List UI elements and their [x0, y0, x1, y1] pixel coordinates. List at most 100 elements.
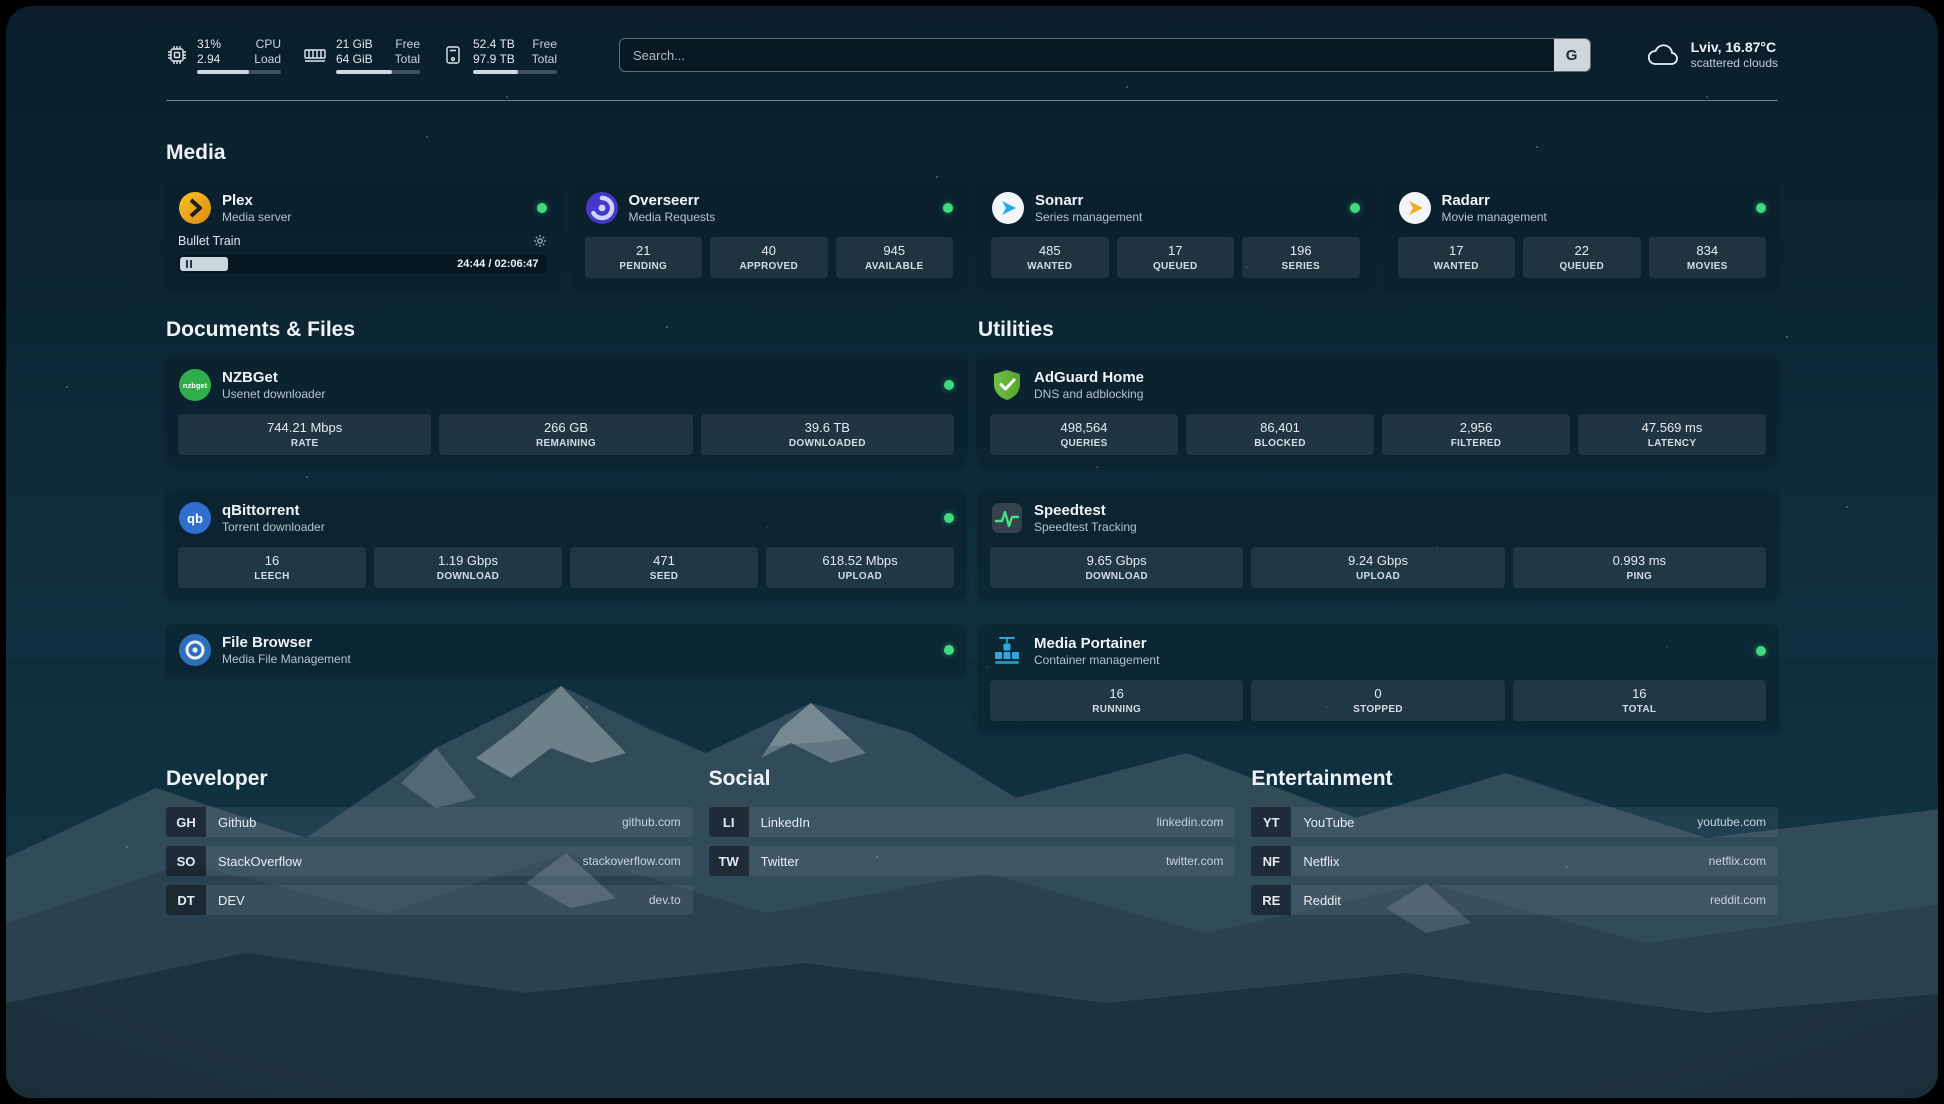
sonarr-service-link[interactable]: Sonarr Series management: [991, 191, 1360, 225]
cpu-value-1: 31%: [197, 36, 222, 51]
service-subtitle: Media File Management: [222, 651, 351, 666]
bookmark-group-social: Social LI LinkedIn linkedin.com TW Twitt…: [708, 767, 1236, 924]
bookmark-abbr: GH: [166, 807, 206, 837]
cpu-bar: [197, 69, 281, 74]
service-name: Radarr: [1441, 191, 1490, 209]
bookmark-name: DEV: [218, 892, 245, 908]
dashboard-screen: 31% CPU 2.94 Load 21 GiB Free 64 GiB Total: [6, 6, 1938, 1098]
cpu-label-1: CPU: [255, 36, 281, 51]
memory-widget: 21 GiB Free 64 GiB Total: [303, 37, 420, 74]
service-subtitle: Movie management: [1441, 209, 1547, 224]
service-name: File Browser: [222, 633, 313, 651]
utilities-section: Utilities AdGuard Home DNS and adblockin…: [978, 318, 1778, 733]
media-section: Media Plex Media server: [166, 141, 1778, 290]
stat-ping: 0.993 ms PING: [1512, 547, 1766, 588]
qbittorrent-card: qb qBittorrent Torrent downloader 16 LEEC…: [166, 491, 966, 600]
bookmark-url: twitter.com: [1165, 854, 1224, 868]
stat-movies: 834 MOVIES: [1648, 237, 1766, 278]
service-name: NZBGet: [222, 368, 278, 386]
stat-running: 16 RUNNING: [990, 680, 1244, 721]
filebrowser-service-link[interactable]: File Browser Media File Management: [178, 633, 954, 667]
bookmark-dev[interactable]: DT DEV dev.to: [166, 885, 693, 915]
pause-icon: [186, 260, 188, 268]
stat-wanted: 485 WANTED: [991, 237, 1109, 278]
stat-download: 1.19 Gbps DOWNLOAD: [374, 547, 562, 588]
documents-section: Documents & Files nzbget NZBGet Usenet d…: [166, 318, 966, 733]
stat-rate: 744.21 Mbps RATE: [178, 414, 432, 455]
stat-approved: 40 APPROVED: [710, 237, 828, 278]
memory-bar-fill: [336, 69, 393, 74]
now-playing-row: Bullet Train: [178, 234, 547, 248]
bookmark-github[interactable]: GH Github github.com: [166, 807, 693, 837]
bookmark-abbr: RE: [1251, 885, 1292, 915]
bookmark-twitter[interactable]: TW Twitter twitter.com: [708, 846, 1236, 876]
adguard-service-link[interactable]: AdGuard Home DNS and adblocking: [990, 368, 1766, 402]
service-subtitle: Media Requests: [628, 209, 716, 224]
now-playing-title: Bullet Train: [178, 234, 241, 248]
gear-icon[interactable]: [533, 234, 547, 248]
memory-icon: [304, 49, 326, 62]
bookmark-url: reddit.com: [1709, 893, 1766, 907]
qbittorrent-service-link[interactable]: qb qBittorrent Torrent downloader: [178, 501, 954, 535]
stat-remaining: 266 GB REMAINING: [439, 414, 693, 455]
disk-label-2: Total: [531, 51, 557, 66]
stat-queued: 17 QUEUED: [1116, 237, 1234, 278]
cpu-value-2: 2.94: [197, 51, 221, 66]
media-progress-track: 24:44 / 02:06:47: [178, 255, 547, 273]
section-title-entertainment: Entertainment: [1251, 767, 1393, 790]
bookmark-url: github.com: [621, 815, 681, 829]
svg-text:nzbget: nzbget: [183, 381, 208, 390]
overseerr-service-link[interactable]: Overseerr Media Requests: [585, 191, 953, 225]
stat-upload: 618.52 Mbps UPLOAD: [766, 547, 954, 588]
search-input[interactable]: [619, 38, 1591, 72]
bookmark-abbr: SO: [166, 846, 206, 876]
weather-widget: Lviv, 16.87°C scattered clouds: [1645, 39, 1778, 71]
bookmark-stackoverflow[interactable]: SO StackOverflow stackoverflow.com: [166, 846, 693, 876]
cpu-icon: [168, 46, 186, 64]
stat-seed: 471 SEED: [570, 547, 758, 588]
snow-particles: [6, 6, 8, 8]
stat-stopped: 0 STOPPED: [1251, 680, 1505, 721]
nzbget-service-link[interactable]: nzbget NZBGet Usenet downloader: [178, 368, 954, 402]
bookmark-name: YouTube: [1303, 814, 1355, 830]
bookmark-netflix[interactable]: NF Netflix netflix.com: [1251, 846, 1778, 876]
cpu-widget: 31% CPU 2.94 Load: [166, 37, 281, 74]
bookmarks-section: Developer GH Github github.com SO StackO…: [166, 767, 1778, 954]
stat-latency: 47.569 ms LATENCY: [1578, 414, 1766, 455]
plex-service-link[interactable]: Plex Media server: [178, 191, 547, 225]
bookmark-name: LinkedIn: [760, 814, 810, 830]
search-provider-button[interactable]: G: [1553, 39, 1590, 71]
bookmark-name: Netflix: [1303, 853, 1340, 869]
service-name: Speedtest: [1034, 501, 1106, 519]
bookmark-reddit[interactable]: RE Reddit reddit.com: [1251, 885, 1778, 915]
service-subtitle: Series management: [1035, 209, 1143, 224]
service-name: Media Portainer: [1034, 634, 1147, 652]
portainer-service-link[interactable]: Media Portainer Container management: [990, 634, 1766, 668]
bookmark-linkedin[interactable]: LI LinkedIn linkedin.com: [708, 807, 1236, 837]
cpu-label-2: Load: [254, 51, 281, 66]
section-title-social: Social: [708, 767, 771, 790]
radarr-icon: [1398, 191, 1432, 225]
bookmark-abbr: YT: [1251, 807, 1292, 837]
weather-condition: scattered clouds: [1690, 56, 1778, 70]
weather-location-temp: Lviv, 16.87°C: [1690, 39, 1777, 55]
service-name: Overseerr: [628, 191, 700, 209]
status-dot: [1756, 646, 1766, 656]
service-subtitle: Torrent downloader: [222, 519, 325, 534]
disk-bar: [473, 69, 557, 74]
portainer-card: Media Portainer Container management 16 R…: [978, 624, 1778, 733]
bookmark-url: youtube.com: [1697, 815, 1766, 829]
speedtest-service-link[interactable]: Speedtest Speedtest Tracking: [990, 501, 1766, 535]
media-progress-time: 24:44 / 02:06:47: [457, 258, 539, 270]
section-title-utilities: Utilities: [978, 318, 1054, 341]
bookmark-abbr: LI: [708, 807, 749, 837]
filebrowser-icon: [178, 633, 212, 667]
service-subtitle: Media server: [222, 209, 292, 224]
memory-bar: [336, 69, 420, 74]
bookmark-youtube[interactable]: YT YouTube youtube.com: [1251, 807, 1778, 837]
radarr-service-link[interactable]: Radarr Movie management: [1398, 191, 1766, 225]
plex-card: Plex Media server Bullet Train: [166, 181, 559, 290]
portainer-icon: [990, 634, 1024, 668]
stat-queued: 22 QUEUED: [1523, 237, 1641, 278]
disk-value-2: 97.9 TB: [473, 51, 515, 66]
